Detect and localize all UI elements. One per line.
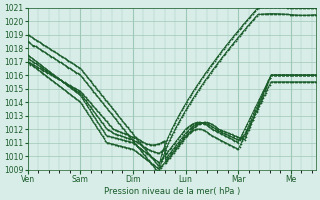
- X-axis label: Pression niveau de la mer( hPa ): Pression niveau de la mer( hPa ): [104, 187, 240, 196]
